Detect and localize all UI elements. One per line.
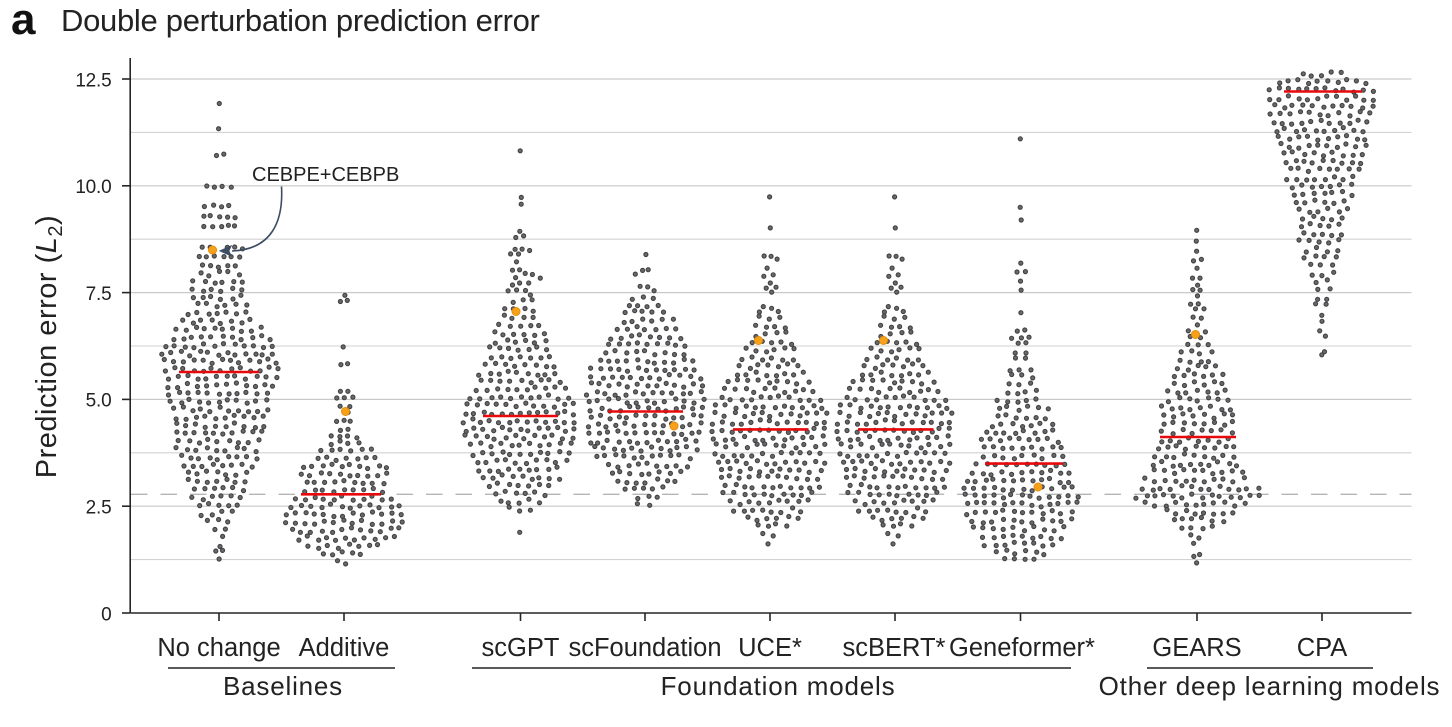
svg-text:5.0: 5.0 (86, 391, 112, 412)
svg-text:Baselines: Baselines (223, 671, 343, 701)
svg-text:Foundation models: Foundation models (661, 671, 896, 701)
svg-text:UCE*: UCE* (738, 634, 802, 662)
svg-text:scBERT*: scBERT* (843, 634, 946, 662)
svg-text:scGPT: scGPT (482, 634, 560, 662)
svg-text:0: 0 (101, 604, 111, 625)
svg-text:7.5: 7.5 (86, 284, 112, 305)
svg-text:Prediction error (L2): Prediction error (L2) (31, 215, 67, 478)
svg-text:No change: No change (157, 634, 280, 662)
svg-text:10.0: 10.0 (75, 177, 111, 198)
svg-text:Other deep learning models: Other deep learning models (1099, 671, 1441, 701)
svg-text:scFoundation: scFoundation (568, 634, 721, 662)
svg-text:CEBPE+CEBPB: CEBPE+CEBPB (252, 164, 399, 186)
svg-text:CPA: CPA (1297, 634, 1348, 662)
svg-text:12.5: 12.5 (75, 70, 111, 91)
svg-text:a: a (11, 0, 36, 44)
svg-text:GEARS: GEARS (1152, 634, 1241, 662)
svg-text:Additive: Additive (299, 634, 390, 662)
svg-text:Double perturbation prediction: Double perturbation prediction error (61, 3, 540, 38)
svg-text:2.5: 2.5 (86, 498, 112, 519)
svg-text:Geneformer*: Geneformer* (949, 634, 1095, 662)
